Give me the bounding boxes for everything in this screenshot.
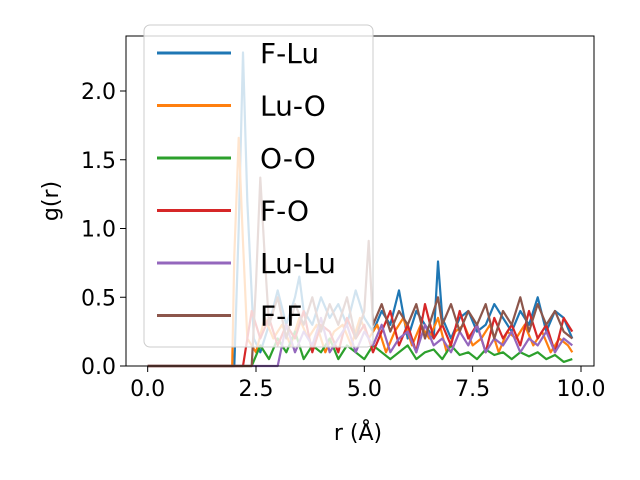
x-tick-label: 7.5 bbox=[455, 377, 490, 402]
legend-label-f-lu: F-Lu bbox=[260, 37, 319, 70]
y-axis-ticks: 0.0 0.5 1.0 1.5 2.0 bbox=[81, 80, 126, 380]
legend-label-f-f: F-F bbox=[260, 300, 302, 333]
legend-label-o-o: O-O bbox=[260, 142, 316, 175]
y-tick-label: 0.0 bbox=[81, 355, 116, 380]
y-tick-label: 1.0 bbox=[81, 218, 116, 243]
x-axis-label: r (Å) bbox=[334, 419, 382, 446]
y-tick-label: 1.5 bbox=[81, 149, 116, 174]
legend-box bbox=[143, 24, 374, 348]
legend-label-lu-o: Lu-O bbox=[260, 90, 326, 123]
legend-label-lu-lu: Lu-Lu bbox=[260, 247, 336, 280]
x-tick-label: 0.0 bbox=[130, 377, 165, 402]
x-tick-label: 2.5 bbox=[239, 377, 274, 402]
y-axis-label: g(r) bbox=[39, 181, 64, 221]
x-tick-label: 10.0 bbox=[557, 377, 606, 402]
legend-entries: F-Lu Lu-O O-O F-O Lu-Lu F-F bbox=[157, 37, 336, 333]
legend: F-Lu Lu-O O-O F-O Lu-Lu F-F bbox=[143, 24, 374, 348]
x-axis-ticks: 0.0 2.5 5.0 7.5 10.0 bbox=[130, 366, 605, 402]
x-tick-label: 5.0 bbox=[347, 377, 382, 402]
y-tick-label: 0.5 bbox=[81, 286, 116, 311]
y-tick-label: 2.0 bbox=[81, 80, 116, 105]
legend-label-f-o: F-O bbox=[260, 195, 309, 228]
